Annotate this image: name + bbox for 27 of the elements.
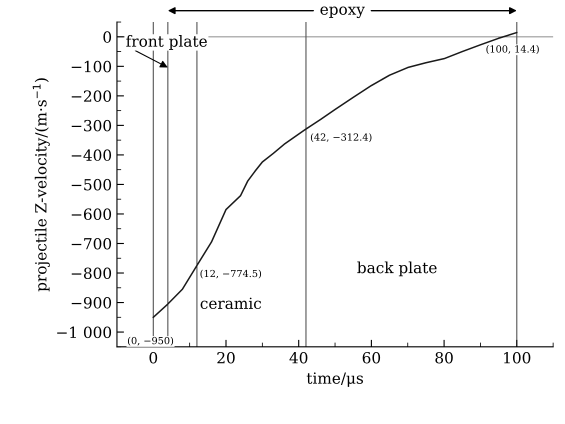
annotation: (100, 14.4) [486,45,539,54]
y-tick-label: −1 000 [57,326,112,338]
y-tick-label: −600 [72,208,112,220]
x-tick-label: 20 [217,352,235,364]
x-tick-label: 60 [362,352,380,364]
x-tick-label: 0 [149,352,158,364]
y-tick-label: −500 [72,178,112,190]
y-tick-label: −800 [72,267,112,280]
annotation: (0, −950) [128,336,174,346]
annotation: back plate [357,261,437,276]
text: epoxy [320,6,365,18]
annotation: (12, −774.5) [200,270,262,279]
y-tick-label: 0 [103,31,112,43]
x-axis-title: time/μs [306,372,363,387]
y-tick-label: −400 [72,149,112,161]
y-tick-label: −300 [72,120,112,132]
annotation: (42, −312.4) [310,133,372,142]
y-tick-label: −100 [72,60,112,72]
annotation: front plate [126,35,207,50]
y-tick-label: −900 [72,297,112,309]
y-tick-label: −200 [72,90,112,102]
x-tick-label: 100 [504,352,530,364]
y-axis-title: projectile Z-velocity/(m·s$^{−1}$) [32,78,50,292]
annotation: ceramic [200,298,262,310]
y-tick-label: −700 [72,238,112,250]
x-tick-label: 40 [289,352,308,364]
x-tick-label: 80 [435,352,453,364]
